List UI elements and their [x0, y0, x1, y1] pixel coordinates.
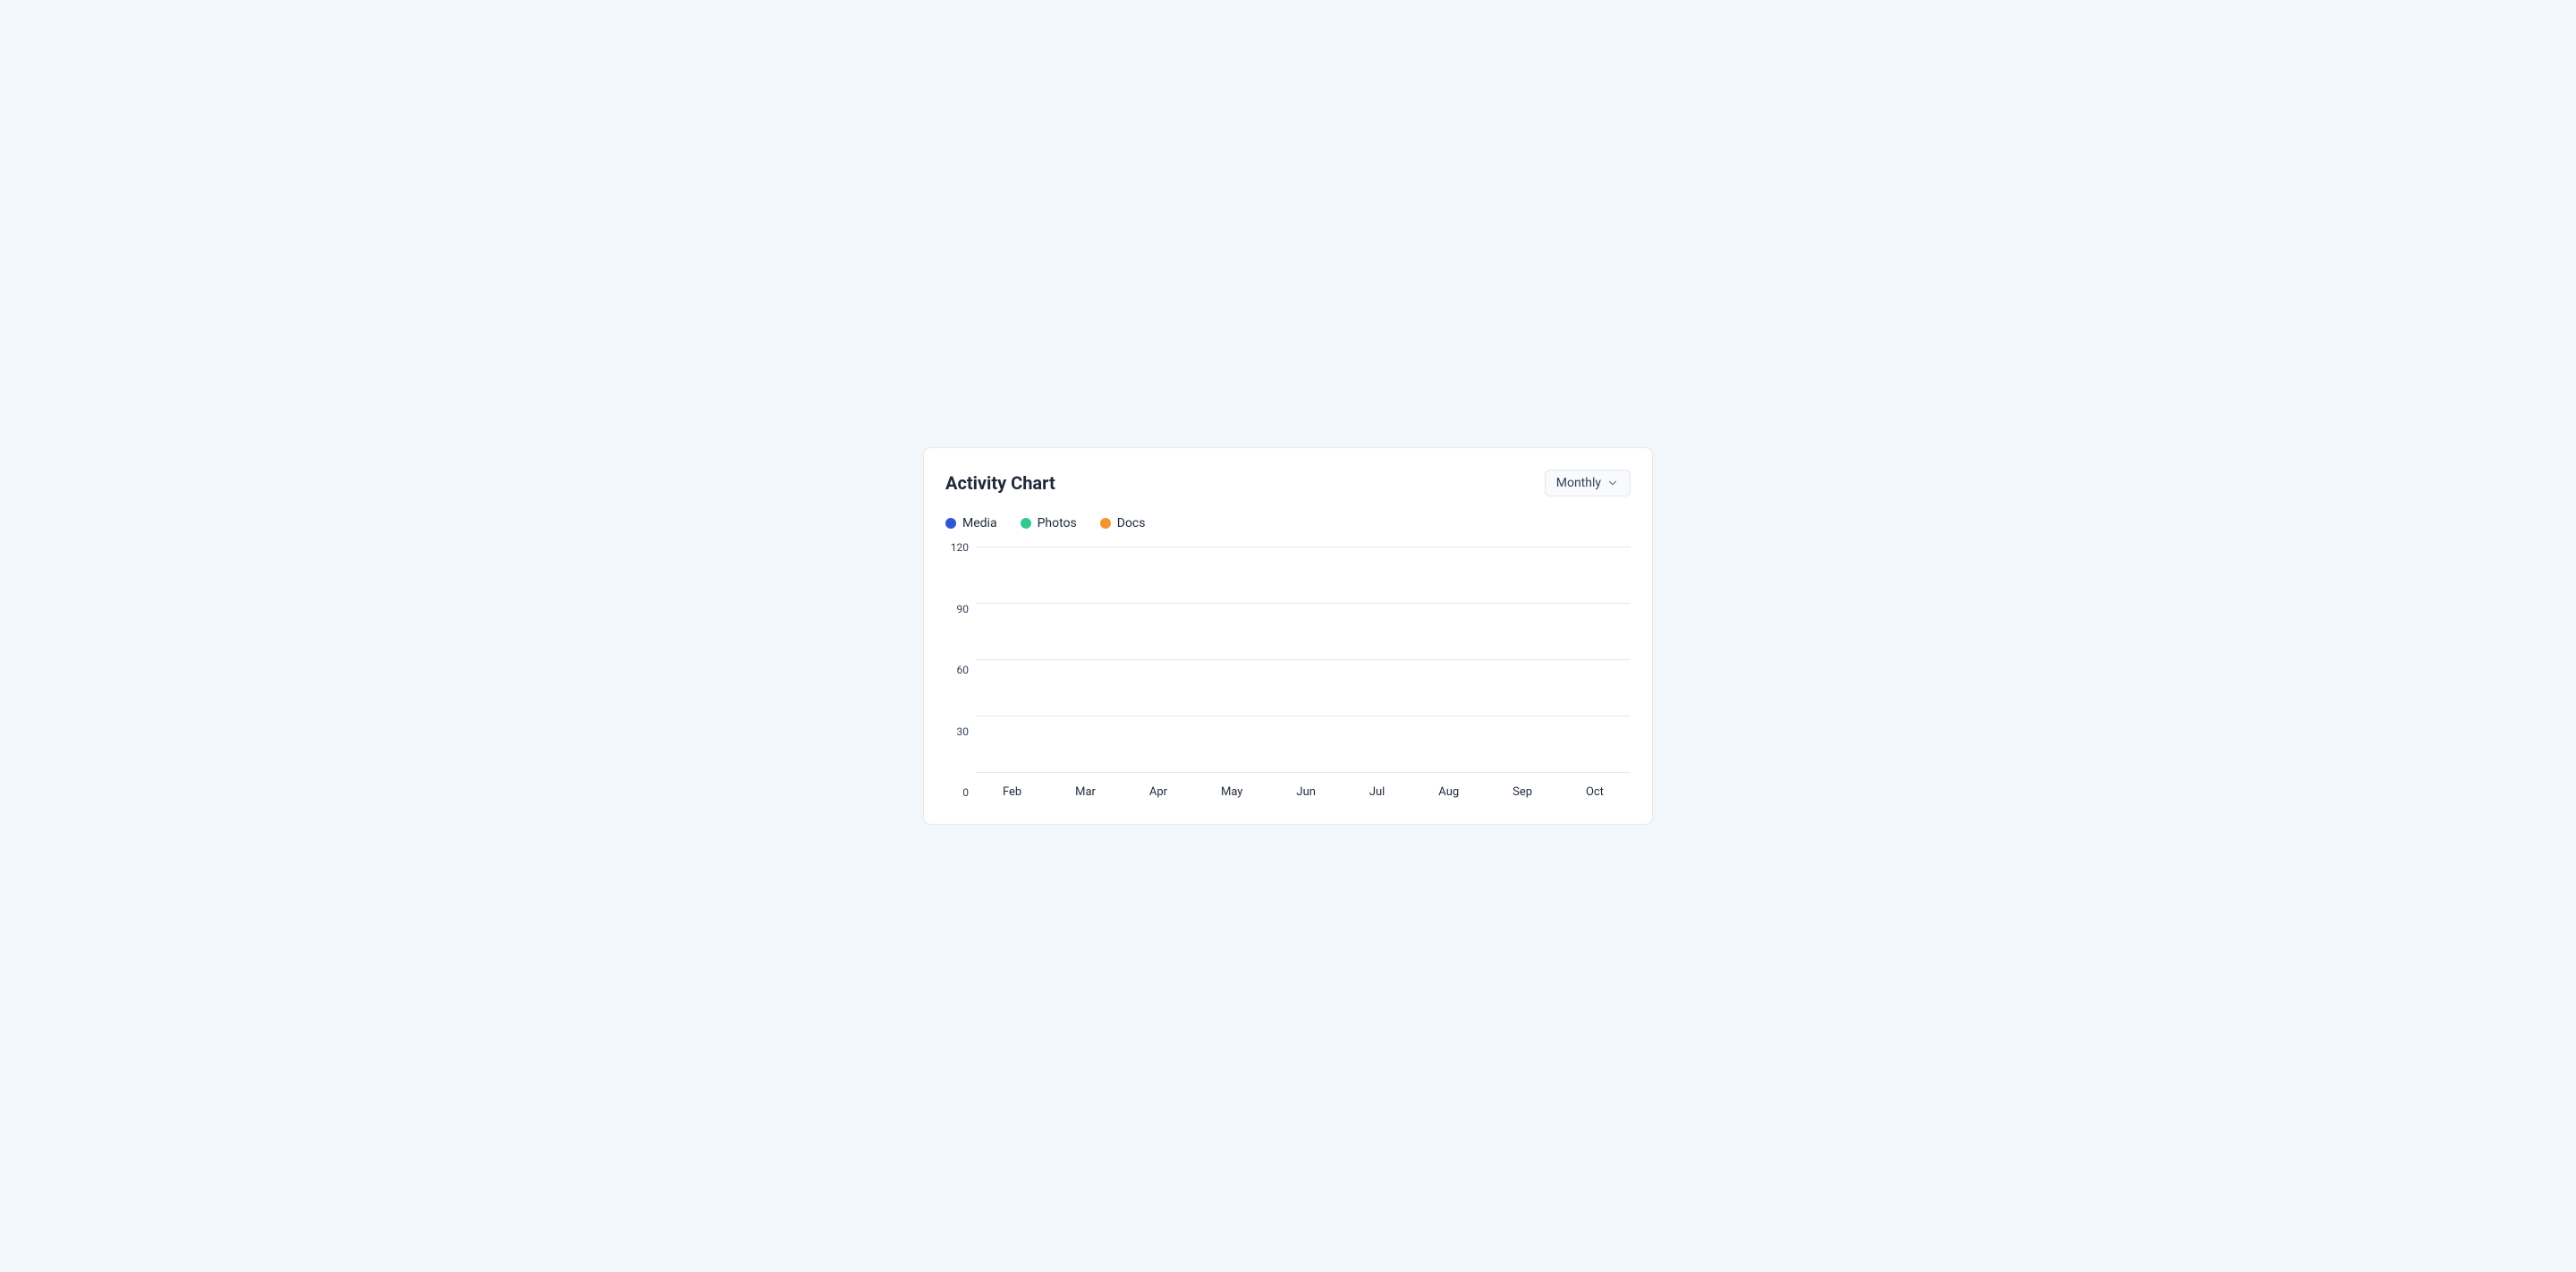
- card-title: Activity Chart: [945, 472, 1055, 494]
- legend-label: Photos: [1038, 516, 1077, 530]
- y-tick-label: 60: [957, 664, 970, 676]
- x-tick-label: Aug: [1438, 785, 1459, 799]
- chart-legend: Media Photos Docs: [945, 516, 1631, 530]
- chart-plot: [976, 547, 1631, 773]
- x-tick-label: Jun: [1296, 785, 1316, 799]
- legend-dot: [1100, 518, 1111, 529]
- legend-dot: [945, 518, 956, 529]
- x-tick-label: Sep: [1513, 785, 1532, 799]
- legend-item[interactable]: Photos: [1021, 516, 1077, 530]
- x-tick-label: Jul: [1369, 785, 1385, 799]
- x-axis: Feb Mar Apr May Jun Jul Aug Sep Oct: [976, 773, 1631, 799]
- legend-label: Media: [962, 516, 997, 530]
- x-tick-label: Feb: [1003, 785, 1021, 799]
- legend-label: Docs: [1117, 516, 1146, 530]
- activity-chart-card: Activity Chart Monthly Media Photos Docs 1…: [923, 447, 1653, 825]
- dropdown-label: Monthly: [1556, 476, 1601, 490]
- bar-groups: [976, 547, 1631, 772]
- y-tick-label: 90: [957, 603, 970, 615]
- legend-item[interactable]: Media: [945, 516, 997, 530]
- x-tick-label: Mar: [1075, 785, 1096, 799]
- legend-dot: [1021, 518, 1031, 529]
- y-tick-label: 120: [951, 541, 969, 554]
- y-tick-label: 30: [957, 725, 970, 738]
- x-tick-label: May: [1221, 785, 1242, 799]
- y-tick-label: 0: [962, 786, 969, 799]
- y-axis: 120 90 60 30 0: [945, 541, 976, 799]
- chevron-down-icon: [1606, 477, 1619, 489]
- period-dropdown[interactable]: Monthly: [1545, 470, 1631, 496]
- x-tick-label: Oct: [1586, 785, 1604, 799]
- legend-item[interactable]: Docs: [1100, 516, 1146, 530]
- x-tick-label: Apr: [1149, 785, 1167, 799]
